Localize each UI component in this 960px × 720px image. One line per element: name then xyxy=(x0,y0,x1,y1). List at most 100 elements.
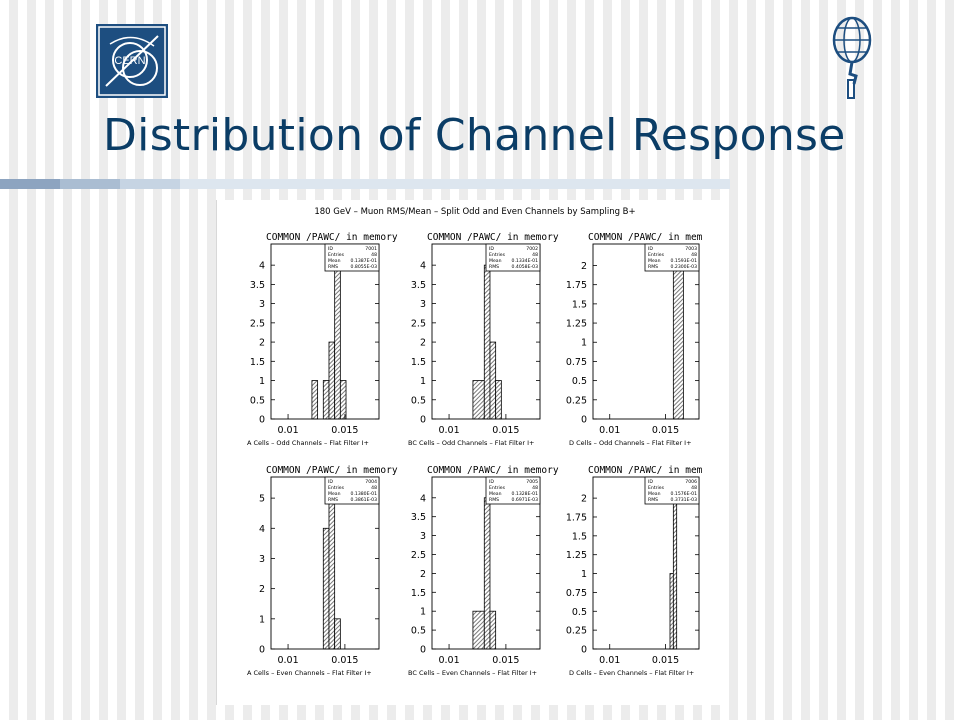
histogram-bar xyxy=(322,527,330,650)
histogram-panel: COMMON /PAWC/ in memory 0 0.5 1 1.5 2 2.5 3 3.5 4… xyxy=(408,232,559,447)
stats-value: 48 xyxy=(691,485,697,491)
y-tick-label: 4 xyxy=(420,261,426,272)
x-tick-label: 0.01 xyxy=(599,655,620,666)
stats-label: RMS xyxy=(489,497,499,503)
stats-box xyxy=(644,476,700,505)
histogram-bar xyxy=(328,341,336,420)
stats-box xyxy=(324,243,380,272)
stats-value: 0.1593E-01 xyxy=(671,258,698,264)
cern-logo-text: CERN xyxy=(114,55,145,67)
y-tick-label: 0 xyxy=(581,645,587,656)
y-tick-label: 0.25 xyxy=(566,395,587,406)
y-tick-label: 0.5 xyxy=(250,395,265,406)
y-tick-label: 3.5 xyxy=(411,512,426,523)
y-tick-label: 3 xyxy=(420,531,426,542)
title-rule xyxy=(0,179,730,189)
stats-value: 7002 xyxy=(526,246,538,252)
title-rule-segment xyxy=(120,179,180,189)
y-tick-label: 4 xyxy=(259,524,265,535)
stats-label: RMS xyxy=(328,264,338,270)
slide-title: Distribution of Channel Response xyxy=(103,110,846,161)
y-tick-label: 1.25 xyxy=(566,319,587,330)
histogram-panel: COMMON /PAWC/ in memory 0 0.5 1 1.5 2 2.5 3 3.5 4… xyxy=(408,465,559,677)
stats-label: RMS xyxy=(648,497,658,503)
y-tick-label: 2 xyxy=(259,584,265,595)
stats-label: Mean xyxy=(489,258,502,264)
stats-value: 48 xyxy=(532,252,538,258)
figure-title: 180 GeV – Muon RMS/Mean – Split Odd and … xyxy=(314,207,635,217)
x-axis-label: BC Cells – Odd Channels – Flat Filter I+ xyxy=(408,439,534,447)
stats-label: ID xyxy=(648,479,653,485)
stats-label: Mean xyxy=(489,491,502,497)
y-tick-label: 1.5 xyxy=(250,357,265,368)
panel-header: COMMON /PAWC/ in mem xyxy=(588,465,703,476)
histogram-bar xyxy=(672,497,678,650)
stats-label: RMS xyxy=(648,264,658,270)
y-tick-label: 1.75 xyxy=(566,512,587,523)
y-tick-label: 2.5 xyxy=(411,318,426,329)
x-tick-label: 0.015 xyxy=(331,655,358,666)
stats-value: 48 xyxy=(371,485,377,491)
stats-value: 0.2300E-03 xyxy=(671,264,698,270)
histogram-bar xyxy=(489,341,497,420)
y-tick-label: 1.5 xyxy=(411,357,426,368)
y-tick-label: 0 xyxy=(420,645,426,656)
histogram-figure: 180 GeV – Muon RMS/Mean – Split Odd and … xyxy=(216,200,723,705)
histogram-panel: COMMON /PAWC/ in mem 0 0.25 0.5 0.75 1 1.25 1.5… xyxy=(566,232,703,447)
panel-header: COMMON /PAWC/ in memory xyxy=(427,232,559,243)
stats-value: 0.1380E-01 xyxy=(351,491,378,497)
x-tick-label: 0.015 xyxy=(492,425,519,436)
stats-label: Entries xyxy=(328,252,345,258)
y-tick-label: 3 xyxy=(420,299,426,310)
panel-header: COMMON /PAWC/ in mem xyxy=(588,232,703,243)
y-tick-label: 3 xyxy=(259,554,265,565)
histogram-bar xyxy=(483,497,491,650)
title-rule-segment xyxy=(180,179,730,189)
panel-header: COMMON /PAWC/ in memory xyxy=(427,465,559,476)
panel-header: COMMON /PAWC/ in memory xyxy=(266,232,398,243)
stats-label: Mean xyxy=(648,491,661,497)
stats-label: Mean xyxy=(328,491,341,497)
y-tick-label: 2 xyxy=(259,338,265,349)
x-tick-label: 0.015 xyxy=(652,655,679,666)
histogram-bar xyxy=(334,264,341,420)
histogram-bar xyxy=(472,380,485,420)
stats-value: 7006 xyxy=(685,479,697,485)
y-tick-label: 1 xyxy=(259,376,265,387)
y-tick-label: 1 xyxy=(259,614,265,625)
panel-header: COMMON /PAWC/ in memory xyxy=(266,465,398,476)
x-tick-label: 0.01 xyxy=(438,425,459,436)
stats-label: Entries xyxy=(489,252,506,258)
histogram-bar xyxy=(334,618,341,650)
stats-box xyxy=(644,243,700,272)
y-tick-label: 2.5 xyxy=(250,318,265,329)
y-tick-label: 2 xyxy=(581,261,587,272)
y-tick-label: 0.5 xyxy=(572,376,587,387)
stats-value: 0.3731E-03 xyxy=(671,497,698,503)
y-tick-label: 1 xyxy=(581,569,587,580)
stats-value: 48 xyxy=(532,485,538,491)
stats-label: Mean xyxy=(328,258,341,264)
y-tick-label: 3.5 xyxy=(250,280,265,291)
stats-box xyxy=(485,243,541,272)
title-rule-segment xyxy=(0,179,60,189)
stats-value: 7005 xyxy=(526,479,538,485)
y-tick-label: 0.75 xyxy=(566,588,587,599)
histogram-bar xyxy=(322,380,330,420)
histogram-panel: COMMON /PAWC/ in mem 0 0.25 0.5 0.75 1 1.25 1.5… xyxy=(566,465,703,677)
histogram-bar xyxy=(328,497,336,650)
y-tick-label: 1 xyxy=(420,376,426,387)
x-axis-label: A Cells – Even Channels – Flat Filter I+ xyxy=(247,669,372,677)
y-tick-label: 0.5 xyxy=(411,626,426,637)
y-tick-label: 5 xyxy=(259,494,265,505)
stats-label: RMS xyxy=(489,264,499,270)
histogram-bar xyxy=(339,380,347,420)
histogram-bar xyxy=(489,610,497,650)
y-tick-label: 0 xyxy=(259,645,265,656)
y-tick-label: 2.5 xyxy=(411,550,426,561)
y-tick-label: 0.25 xyxy=(566,626,587,637)
histogram-panel: COMMON /PAWC/ in memory 0 1 2 3 4 5 0.01 0.015 A … xyxy=(247,465,398,677)
histogram-canvas: 180 GeV – Muon RMS/Mean – Split Odd and … xyxy=(247,207,703,677)
x-tick-label: 0.015 xyxy=(331,425,358,436)
x-tick-label: 0.015 xyxy=(652,425,679,436)
